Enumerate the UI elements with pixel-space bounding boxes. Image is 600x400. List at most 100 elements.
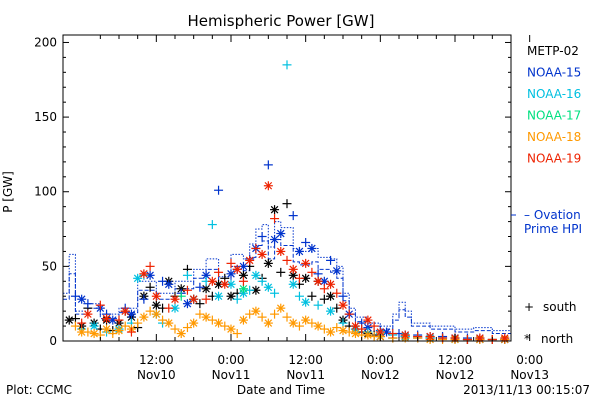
south-label: south <box>543 300 577 314</box>
noaa-16-north-point <box>89 321 99 331</box>
noaa-19-north-point <box>170 294 180 304</box>
point-stroke <box>189 319 198 327</box>
noaa-19-south-point <box>201 294 211 304</box>
noaa-19-north-point <box>102 314 112 324</box>
noaa-18-north-point <box>77 327 87 337</box>
noaa-18-north-point <box>276 303 286 313</box>
noaa-18-north-point <box>201 312 211 322</box>
noaa-15-south-point <box>257 232 267 242</box>
hpi-south-line <box>63 239 512 334</box>
noaa-16-south-point <box>232 294 242 304</box>
point-stroke <box>339 326 347 335</box>
noaa-19-south-point <box>282 255 292 265</box>
noaa-19-north-point <box>189 294 199 304</box>
data-points <box>64 60 510 345</box>
noaa-18-south-point <box>344 327 354 337</box>
point-stroke <box>102 325 111 333</box>
point-stroke <box>115 326 123 335</box>
noaa-18-north-point <box>238 315 248 325</box>
hpi-label-line2: Prime HPI <box>524 222 582 236</box>
noaa-18-south-point <box>232 329 242 339</box>
noaa-19-south-point <box>294 273 304 283</box>
noaa-18-north-point <box>313 321 323 331</box>
noaa-18-south-point <box>270 309 280 319</box>
noaa-18-north-point <box>226 324 236 334</box>
point-stroke <box>227 270 235 278</box>
x-tick-label-time: 0:00 <box>218 353 245 367</box>
noaa-18-north-point <box>139 312 149 322</box>
metp-02-south-point <box>307 291 317 301</box>
plot-frame <box>62 34 512 342</box>
noaa-18-north-point <box>350 329 360 339</box>
point-stroke <box>208 277 217 286</box>
point-stroke <box>314 277 322 286</box>
noaa-19-north-point <box>139 269 149 279</box>
point-stroke <box>276 229 285 238</box>
noaa-19-north-point <box>363 315 373 325</box>
point-stroke <box>220 280 229 289</box>
noaa-16-south-point <box>257 276 267 286</box>
point-stroke <box>500 334 509 342</box>
north-label: north <box>541 332 573 346</box>
legend-noaa-18: NOAA-18 <box>527 130 581 144</box>
north-symbol: * <box>524 332 530 346</box>
noaa-16-south-point <box>282 60 292 70</box>
noaa-15-north-point <box>332 266 342 276</box>
point-stroke <box>90 329 98 338</box>
noaa-15-north-point <box>164 279 174 289</box>
noaa-15-south-point <box>139 294 149 304</box>
point-stroke <box>183 299 192 308</box>
point-stroke <box>258 250 266 259</box>
noaa-19-south-point <box>95 300 105 310</box>
legend-noaa-16: NOAA-16 <box>527 87 581 101</box>
metp-02-north-point <box>214 279 224 289</box>
point-stroke <box>351 329 360 338</box>
noaa-19-north-point <box>500 333 510 343</box>
point-stroke <box>351 322 360 330</box>
noaa-16-north-point <box>326 306 336 316</box>
point-stroke <box>65 316 74 324</box>
noaa-19-north-point <box>257 249 267 259</box>
noaa-16-south-point <box>270 288 280 298</box>
noaa-19-south-point <box>145 261 155 271</box>
x-tick-label-date: Nov12 <box>436 368 475 382</box>
point-stroke <box>214 280 223 289</box>
point-stroke <box>152 310 161 318</box>
point-stroke <box>264 259 273 268</box>
noaa-19-south-point <box>214 267 224 277</box>
metp-02-south-point <box>282 199 292 209</box>
point-stroke <box>339 301 347 309</box>
legend-metp-02: METP-02 <box>527 44 579 58</box>
noaa-18-north-point <box>176 329 186 339</box>
noaa-15-south-point <box>288 211 298 221</box>
noaa-19-south-point <box>357 324 367 334</box>
noaa-19-north-point <box>220 279 230 289</box>
point-stroke <box>152 301 161 309</box>
noaa-15-south-point <box>263 160 273 170</box>
noaa-19-south-point <box>182 285 192 295</box>
noaa-19-north-point <box>232 264 242 274</box>
noaa-15-south-point <box>326 255 336 265</box>
noaa-18-south-point <box>282 312 292 322</box>
metp-02-north-point <box>270 205 280 215</box>
point-stroke <box>108 316 117 324</box>
x-tick-label-time: 12:00 <box>438 353 473 367</box>
metp-02-north-point <box>301 273 311 283</box>
noaa-15-north-point <box>226 269 236 279</box>
noaa-15-north-point <box>182 299 192 309</box>
noaa-19-south-point <box>369 321 379 331</box>
noaa-15-north-point <box>270 234 280 244</box>
legend-noaa-15: NOAA-15 <box>527 66 581 80</box>
x-tick-label-date: Nov10 <box>137 368 176 382</box>
point-stroke <box>189 295 198 304</box>
noaa-19-north-point <box>151 291 161 301</box>
point-stroke <box>326 292 335 301</box>
noaa-19-south-point <box>270 214 280 224</box>
point-stroke <box>264 283 273 292</box>
point-stroke <box>382 328 391 336</box>
noaa-15-north-point <box>108 315 118 325</box>
noaa-16-south-point <box>245 285 255 295</box>
noaa-19-north-point <box>207 276 217 286</box>
ovation-hpi-lines <box>63 221 512 334</box>
point-stroke <box>276 247 285 256</box>
